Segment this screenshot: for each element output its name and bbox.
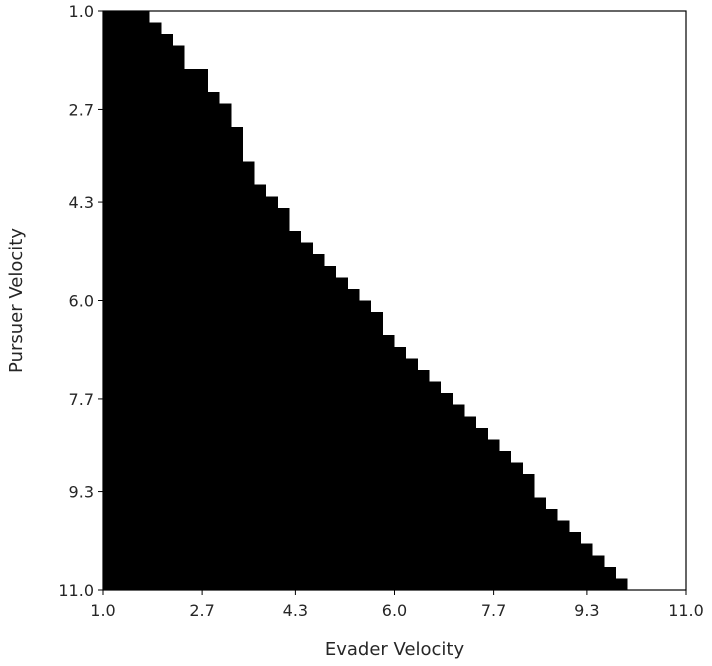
heatmap-row-26: [103, 312, 383, 325]
y-tick-label-3: 6.0: [69, 292, 94, 311]
heatmap-row-48: [103, 566, 617, 580]
heatmap-row-14: [103, 173, 255, 186]
y-tick-label-5: 9.3: [69, 483, 94, 502]
heatmap-row-41: [103, 485, 535, 498]
y-tick-label-1: 2.7: [69, 100, 94, 119]
x-tick-label-5: 9.3: [574, 601, 599, 620]
heatmap-row-27: [103, 323, 383, 336]
heatmap-row-49: [103, 578, 628, 591]
heatmap-row-30: [103, 358, 418, 371]
heatmap-row-43: [103, 508, 558, 522]
y-axis-ticks: 1.0 2.7 4.3 6.0 7.7 9.3 11.0: [58, 2, 103, 600]
y-tick-label-6: 11.0: [58, 581, 94, 600]
heatmap-row-23: [103, 277, 348, 290]
heatmap-row-28: [103, 335, 395, 348]
heatmap-row-21: [103, 254, 325, 267]
x-tick-label-4: 7.7: [481, 601, 506, 620]
heatmap-row-42: [103, 497, 547, 510]
heatmap-row-7: [103, 92, 220, 105]
x-tick-label-0: 1.0: [90, 601, 115, 620]
heatmap-row-1: [103, 22, 162, 35]
heatmap-row-18: [103, 219, 290, 232]
heatmap-row-3: [103, 45, 185, 58]
heatmap-row-32: [103, 381, 442, 394]
heatmap-row-16: [103, 196, 278, 209]
heatmap-row-25: [103, 300, 372, 313]
x-axis-label: Evader Velocity: [325, 639, 465, 660]
y-axis-label: Pursuer Velocity: [6, 228, 27, 373]
heatmap-row-4: [103, 57, 185, 70]
heatmap-row-39: [103, 462, 523, 475]
x-axis-ticks: 1.0 2.7 4.3 6.0 7.7 9.3 11.0: [90, 590, 704, 620]
heatmap-row-46: [103, 543, 593, 556]
y-tick-label-2: 4.3: [69, 193, 94, 212]
heatmap-row-37: [103, 439, 500, 452]
heatmap-cells: [103, 11, 628, 591]
heatmap-row-12: [103, 149, 243, 163]
heatmap-row-10: [103, 126, 243, 139]
heatmap-row-47: [103, 555, 605, 568]
heatmap-row-24: [103, 288, 360, 302]
heatmap-row-15: [103, 184, 267, 197]
x-tick-label-6: 11.0: [668, 601, 704, 620]
x-tick-label-2: 4.3: [283, 601, 308, 620]
heatmap-row-45: [103, 532, 582, 545]
heatmap-row-36: [103, 427, 488, 441]
heatmap-row-33: [103, 393, 453, 406]
x-tick-label-3: 6.0: [382, 601, 407, 620]
heatmap-row-11: [103, 138, 243, 151]
x-tick-label-1: 2.7: [189, 601, 214, 620]
heatmap-row-35: [103, 416, 477, 429]
heatmap-row-38: [103, 451, 512, 464]
heatmap-row-13: [103, 161, 255, 174]
y-tick-label-4: 7.7: [69, 390, 94, 409]
heatmap-row-6: [103, 80, 208, 93]
heatmap-row-20: [103, 242, 313, 255]
heatmap-row-5: [103, 68, 208, 82]
heatmap-row-22: [103, 265, 337, 278]
y-tick-label-0: 1.0: [69, 2, 94, 21]
heatmap-row-17: [103, 207, 290, 221]
heatmap-row-29: [103, 346, 407, 359]
heatmap-row-8: [103, 103, 232, 116]
heatmap-row-44: [103, 520, 570, 533]
heatmap-row-2: [103, 34, 173, 47]
heatmap-row-31: [103, 369, 430, 383]
heatmap-row-0: [103, 11, 150, 24]
heatmap-row-19: [103, 231, 302, 244]
heatmap-row-34: [103, 404, 465, 417]
heatmap-row-9: [103, 115, 232, 128]
heatmap-row-40: [103, 474, 535, 487]
